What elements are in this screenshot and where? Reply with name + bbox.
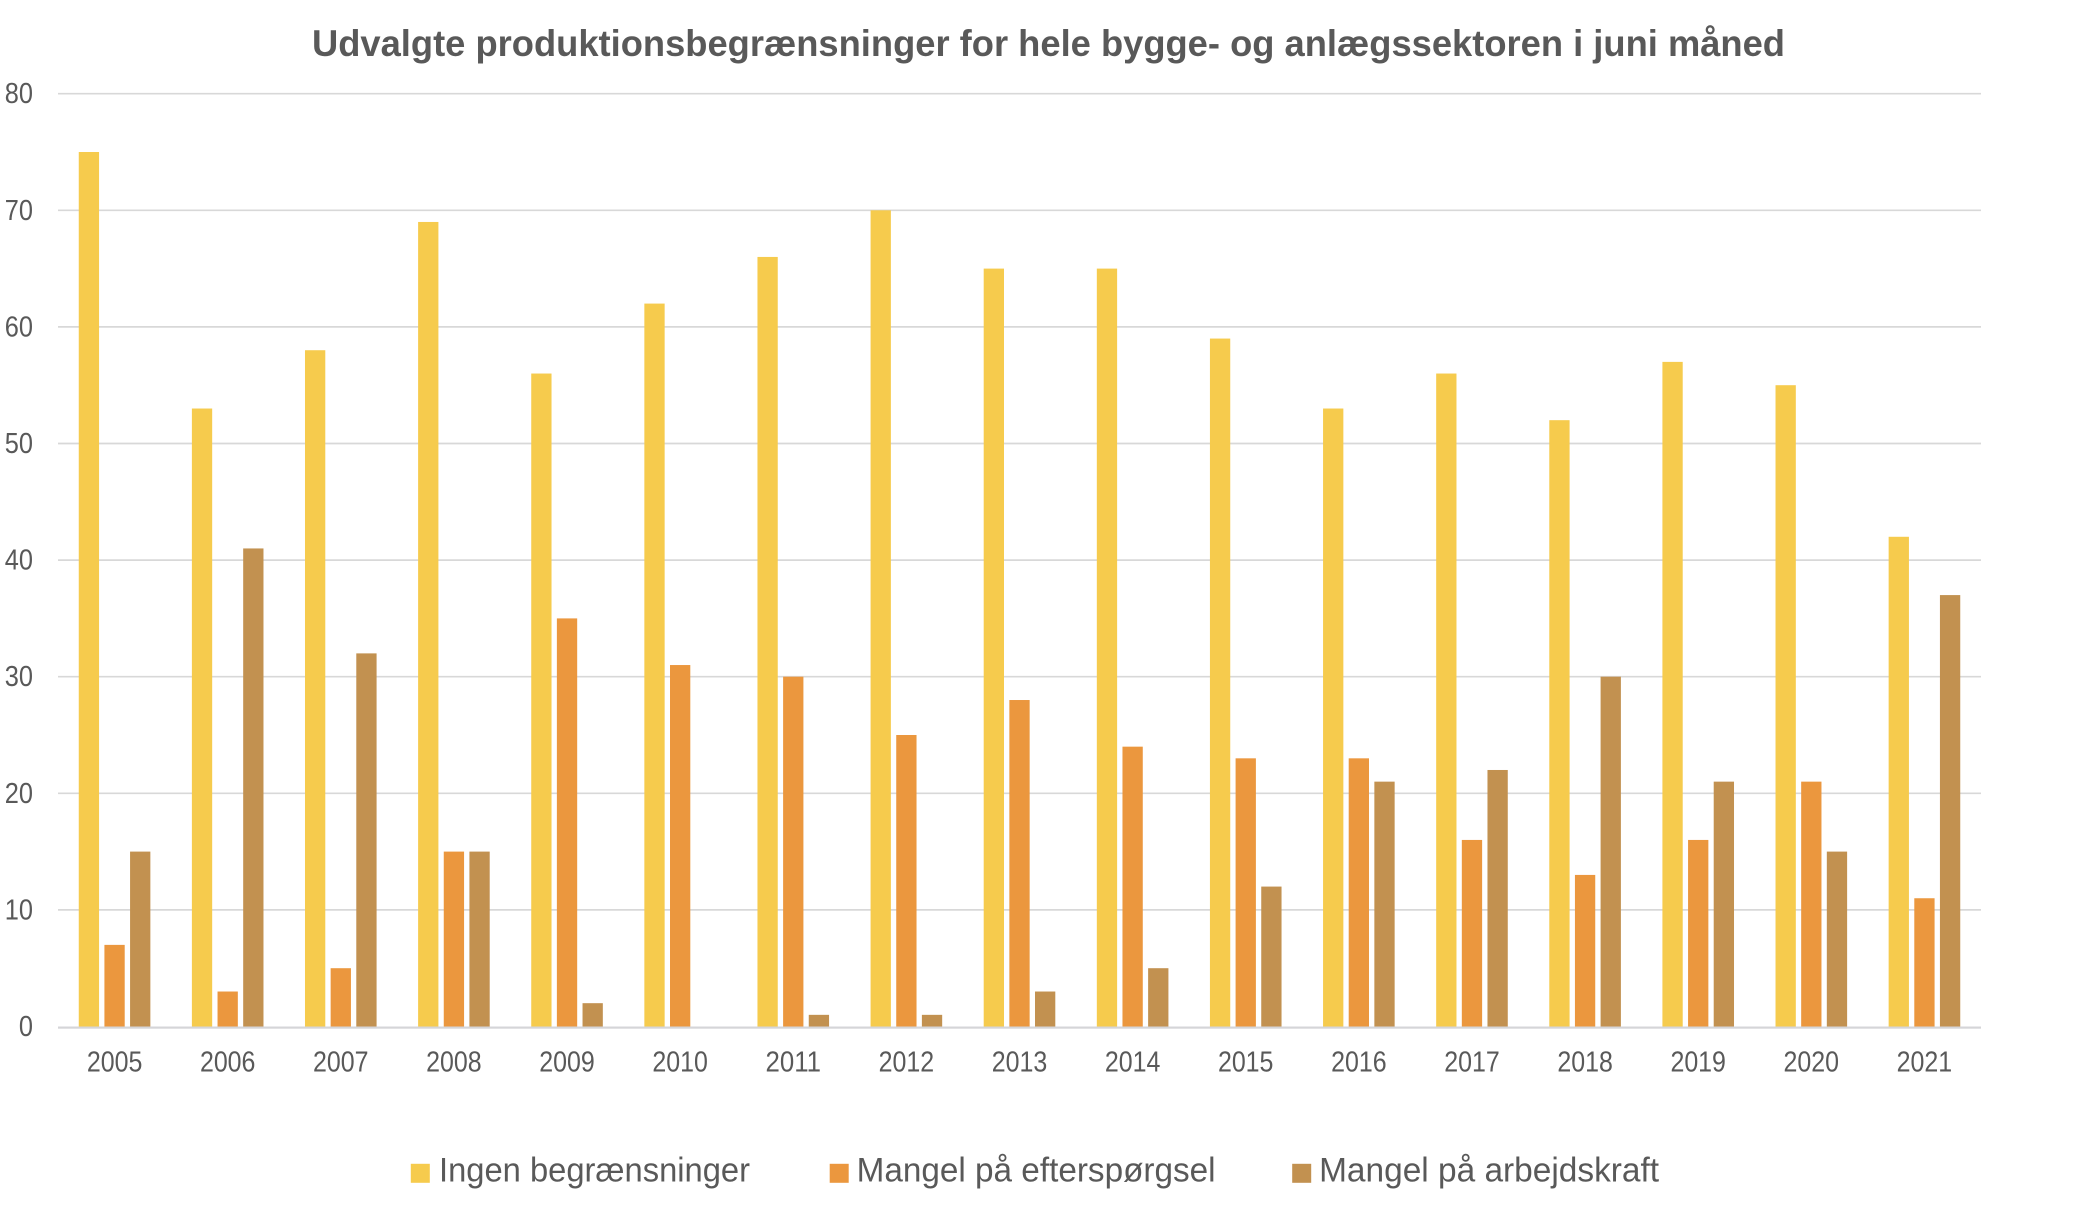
svg-text:80: 80 [5,78,33,110]
svg-text:Udvalgte produktionsbegrænsnin: Udvalgte produktionsbegrænsninger for he… [312,23,1785,64]
svg-text:Mangel på efterspørgsel: Mangel på efterspørgsel [857,1152,1216,1190]
svg-text:30: 30 [5,661,33,693]
svg-text:Ingen begrænsninger: Ingen begrænsninger [439,1152,750,1190]
svg-text:2014: 2014 [1105,1047,1161,1079]
svg-text:2006: 2006 [200,1047,256,1079]
svg-text:0: 0 [19,1011,33,1043]
svg-text:2013: 2013 [992,1047,1048,1079]
svg-text:2005: 2005 [87,1047,143,1079]
svg-text:10: 10 [5,894,33,926]
svg-text:Mangel på arbejdskraft: Mangel på arbejdskraft [1319,1152,1660,1190]
svg-text:2011: 2011 [766,1047,822,1079]
svg-text:2021: 2021 [1897,1047,1953,1079]
svg-text:2007: 2007 [313,1047,369,1079]
svg-text:2008: 2008 [426,1047,482,1079]
svg-text:2017: 2017 [1444,1047,1500,1079]
svg-text:60: 60 [5,311,33,343]
svg-text:40: 40 [5,545,33,577]
svg-text:2009: 2009 [539,1047,595,1079]
svg-text:2015: 2015 [1218,1047,1274,1079]
svg-text:2010: 2010 [652,1047,708,1079]
svg-text:2019: 2019 [1670,1047,1726,1079]
svg-text:20: 20 [5,778,33,810]
svg-text:2020: 2020 [1784,1047,1840,1079]
svg-text:2016: 2016 [1331,1047,1387,1079]
svg-text:2012: 2012 [879,1047,935,1079]
svg-text:70: 70 [5,195,33,227]
svg-text:50: 50 [5,428,33,460]
svg-text:2018: 2018 [1557,1047,1613,1079]
